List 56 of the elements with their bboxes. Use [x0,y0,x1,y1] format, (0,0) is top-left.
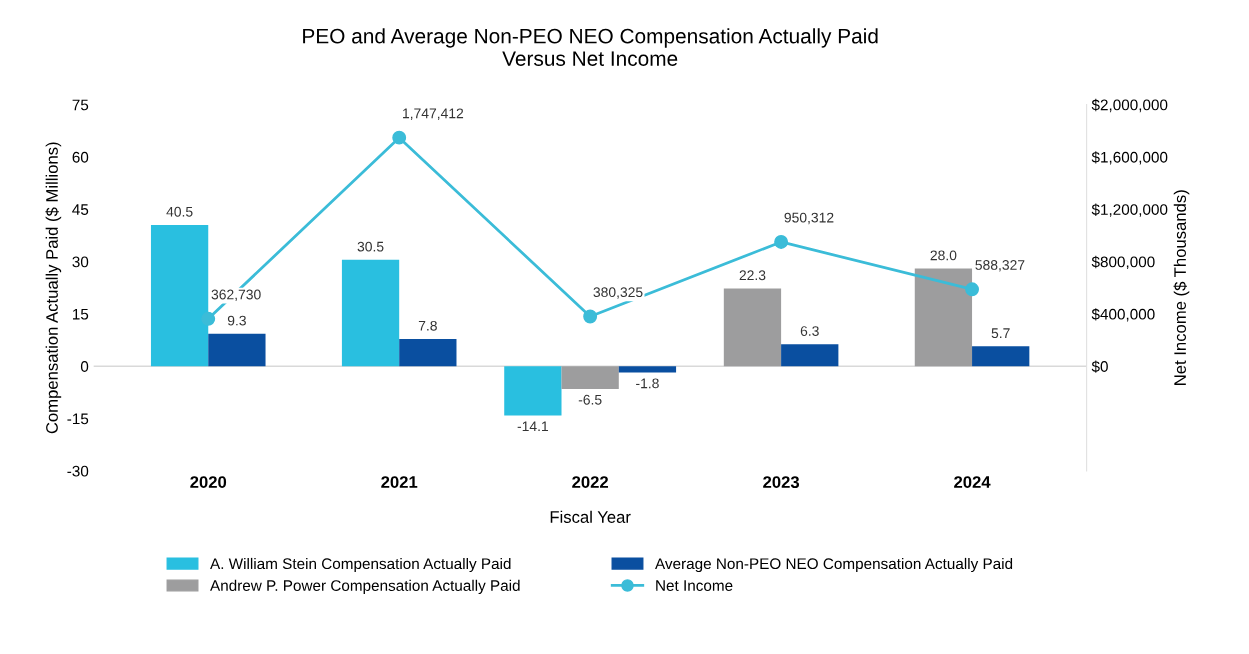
data-label: 380,325 [593,287,643,299]
bar [914,268,973,367]
x-axis-title: Fiscal Year [550,510,631,523]
point [774,234,789,249]
data-label: 588,327 [975,260,1025,272]
data-label: 6.3 [800,326,819,336]
y-tick-label: 75 [72,99,89,111]
y2-tick-label: $800,000 [1091,255,1155,270]
y2-axis-title: Net Income ($ Thousands) [1173,190,1190,385]
data-label: 9.3 [227,315,246,326]
point [583,309,598,324]
y-tick-label: 60 [72,151,89,163]
data-label: 362,730 [211,289,261,302]
point [392,130,407,145]
y2-tick-label: $1,600,000 [1091,151,1168,165]
x-tick-label: 2023 [763,476,800,489]
point [965,282,980,297]
point [201,311,216,326]
y-tick-label: 45 [72,204,89,215]
bar [399,339,457,367]
x-tick-label: 2024 [954,476,991,488]
y-tick-label: 15 [72,308,89,320]
bar [972,346,1030,367]
legend-label: Average Non-PEO NEO Compensation Actually Paid [655,557,1013,573]
data-label: 28.0 [930,250,957,261]
data-label: -1.8 [636,378,659,389]
data-label: -14.1 [517,421,549,432]
data-label: 22.3 [739,270,766,281]
y-tick-label: 30 [72,256,89,268]
y2-tick-label: $400,000 [1091,308,1155,322]
y-tick-label: 0 [80,361,89,372]
bar [723,288,782,367]
y2-tick-label: $0 [1091,360,1108,373]
data-label: 30.5 [357,241,384,252]
data-label: 40.5 [166,206,193,217]
y-tick-label: -15 [67,413,89,425]
data-label: -6.5 [578,394,602,405]
x-tick-label: 2022 [572,476,609,488]
bar [208,333,266,367]
y-axis-title: Compensation Actually Paid ($ Millions) [45,142,62,434]
bar [341,259,400,367]
y-tick-label: -30 [67,465,89,477]
y2-tick-label: $1,200,000 [1091,203,1168,217]
data-label: 7.8 [418,320,437,331]
x-tick-label: 2021 [381,476,418,488]
chart-title: PEO and Average Non-PEO NEO Compensation Actually Paid Versus Net Income [303,28,878,66]
data-label: 5.7 [991,328,1010,339]
legend-label: Net Income [656,580,733,591]
y2-tick-label: $2,000,000 [1091,98,1168,113]
data-label: 950,312 [784,212,834,225]
bar [150,224,209,367]
data-label: 1,747,412 [403,108,464,120]
bar [781,344,839,367]
legend-label: A. William Stein Compensation Actually Paid [210,557,511,573]
legend-label: Andrew P. Power Compensation Actually Paid [210,579,520,594]
x-tick-label: 2020 [190,476,227,488]
